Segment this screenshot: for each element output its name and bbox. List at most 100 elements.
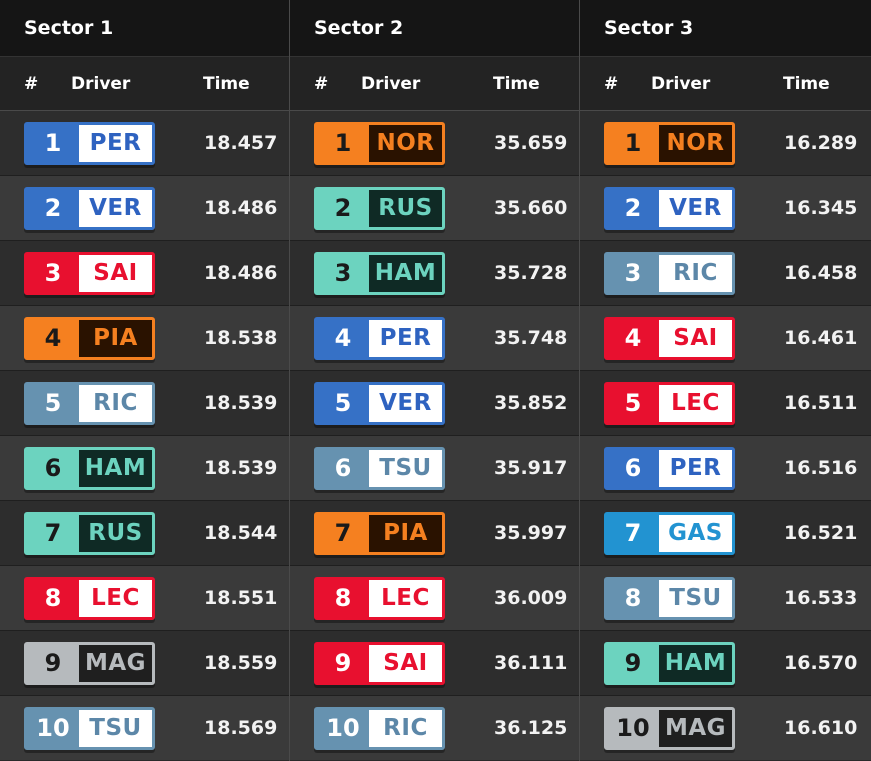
table-row: 7 PIA 35.997 (290, 501, 579, 566)
driver-code: PIA (79, 319, 152, 357)
column-header-row: # Driver Time (0, 56, 289, 111)
sector-time: 18.538 (204, 327, 278, 349)
driver-code: TSU (659, 579, 732, 617)
table-row: 7 GAS 16.521 (580, 501, 871, 566)
sector-rows: 1 NOR 16.289 2 VER 16.345 3 RIC 16.458 4 SAI 16.461… (580, 111, 871, 760)
driver-code: RUS (369, 189, 442, 227)
driver-code: VER (659, 189, 732, 227)
driver-badge: 5 RIC (24, 381, 155, 425)
sector-time: 16.511 (784, 392, 858, 414)
position-number: 6 (27, 449, 79, 487)
driver-badge: 3 SAI (24, 251, 155, 295)
driver-badge: 8 TSU (604, 576, 735, 620)
sector-time: 35.748 (494, 327, 568, 349)
position-number: 7 (607, 514, 659, 552)
driver-badge: 2 RUS (314, 186, 445, 230)
position-number: 6 (317, 449, 369, 487)
driver-code: RIC (369, 709, 442, 747)
driver-badge: 1 NOR (604, 121, 735, 165)
position-number: 10 (607, 709, 659, 747)
driver-badge: 2 VER (604, 186, 735, 230)
table-row: 4 PIA 18.538 (0, 306, 289, 371)
driver-badge: 4 PER (314, 316, 445, 360)
driver-code: VER (369, 384, 442, 422)
sector-time: 16.458 (784, 262, 858, 284)
sector-time: 35.660 (494, 197, 568, 219)
driver-badge: 7 RUS (24, 511, 155, 555)
table-row: 7 RUS 18.544 (0, 501, 289, 566)
driver-code: PER (79, 124, 152, 162)
time-column-header: Time (493, 73, 540, 94)
sector-time: 16.345 (784, 197, 858, 219)
driver-code: TSU (369, 449, 442, 487)
sector-column: Sector 2 # Driver Time 1 NOR 35.659 2 RUS 35.… (290, 0, 580, 761)
sector-time: 18.539 (204, 457, 278, 479)
driver-badge: 9 SAI (314, 641, 445, 685)
position-number: 10 (317, 709, 369, 747)
sector-time: 18.539 (204, 392, 278, 414)
driver-code: PER (369, 319, 442, 357)
column-header-row: # Driver Time (290, 56, 579, 111)
sector-time: 16.533 (784, 587, 858, 609)
position-column-header: # (604, 73, 619, 94)
driver-code: SAI (369, 644, 442, 682)
sector-time: 18.551 (204, 587, 278, 609)
sector-rows: 1 NOR 35.659 2 RUS 35.660 3 HAM 35.728 4 PER 35.748… (290, 111, 579, 760)
driver-badge: 10 RIC (314, 706, 445, 750)
table-row: 2 RUS 35.660 (290, 176, 579, 241)
driver-badge: 5 LEC (604, 381, 735, 425)
table-row: 9 HAM 16.570 (580, 631, 871, 696)
table-row: 5 VER 35.852 (290, 371, 579, 436)
position-number: 5 (317, 384, 369, 422)
table-row: 9 MAG 18.559 (0, 631, 289, 696)
position-number: 4 (317, 319, 369, 357)
position-number: 2 (27, 189, 79, 227)
driver-badge: 9 HAM (604, 641, 735, 685)
sector-time: 18.559 (204, 652, 278, 674)
driver-code: PER (659, 449, 732, 487)
driver-code: NOR (659, 124, 732, 162)
sector-column: Sector 3 # Driver Time 1 NOR 16.289 2 VER 16.… (580, 0, 871, 761)
table-row: 3 SAI 18.486 (0, 241, 289, 306)
position-number: 1 (317, 124, 369, 162)
driver-code: LEC (369, 579, 442, 617)
table-row: 6 PER 16.516 (580, 436, 871, 501)
driver-code: MAG (79, 644, 152, 682)
table-row: 3 HAM 35.728 (290, 241, 579, 306)
position-number: 9 (607, 644, 659, 682)
sector-title: Sector 2 (290, 0, 579, 56)
table-row: 6 HAM 18.539 (0, 436, 289, 501)
driver-column-header: Driver (71, 73, 131, 94)
column-header-row: # Driver Time (580, 56, 871, 111)
sector-rows: 1 PER 18.457 2 VER 18.486 3 SAI 18.486 4 PIA 18.538… (0, 111, 289, 760)
position-number: 4 (27, 319, 79, 357)
sector-time: 35.728 (494, 262, 568, 284)
position-number: 9 (317, 644, 369, 682)
position-number: 10 (27, 709, 79, 747)
sector-time: 18.486 (204, 197, 278, 219)
position-number: 3 (27, 254, 79, 292)
driver-badge: 4 SAI (604, 316, 735, 360)
position-number: 2 (317, 189, 369, 227)
position-number: 6 (607, 449, 659, 487)
sector-time: 36.125 (494, 717, 568, 739)
position-number: 5 (27, 384, 79, 422)
sector-time: 18.544 (204, 522, 278, 544)
table-row: 2 VER 16.345 (580, 176, 871, 241)
driver-code: PIA (369, 514, 442, 552)
sector-time: 18.569 (204, 717, 278, 739)
driver-badge: 4 PIA (24, 316, 155, 360)
position-number: 8 (317, 579, 369, 617)
driver-badge: 3 RIC (604, 251, 735, 295)
sector-time: 16.461 (784, 327, 858, 349)
driver-code: NOR (369, 124, 442, 162)
position-number: 9 (27, 644, 79, 682)
driver-code: RIC (79, 384, 152, 422)
position-number: 8 (607, 579, 659, 617)
table-row: 9 SAI 36.111 (290, 631, 579, 696)
sector-time: 35.917 (494, 457, 568, 479)
driver-code: HAM (79, 449, 152, 487)
driver-code: MAG (659, 709, 732, 747)
driver-badge: 10 TSU (24, 706, 155, 750)
driver-column-header: Driver (651, 73, 711, 94)
